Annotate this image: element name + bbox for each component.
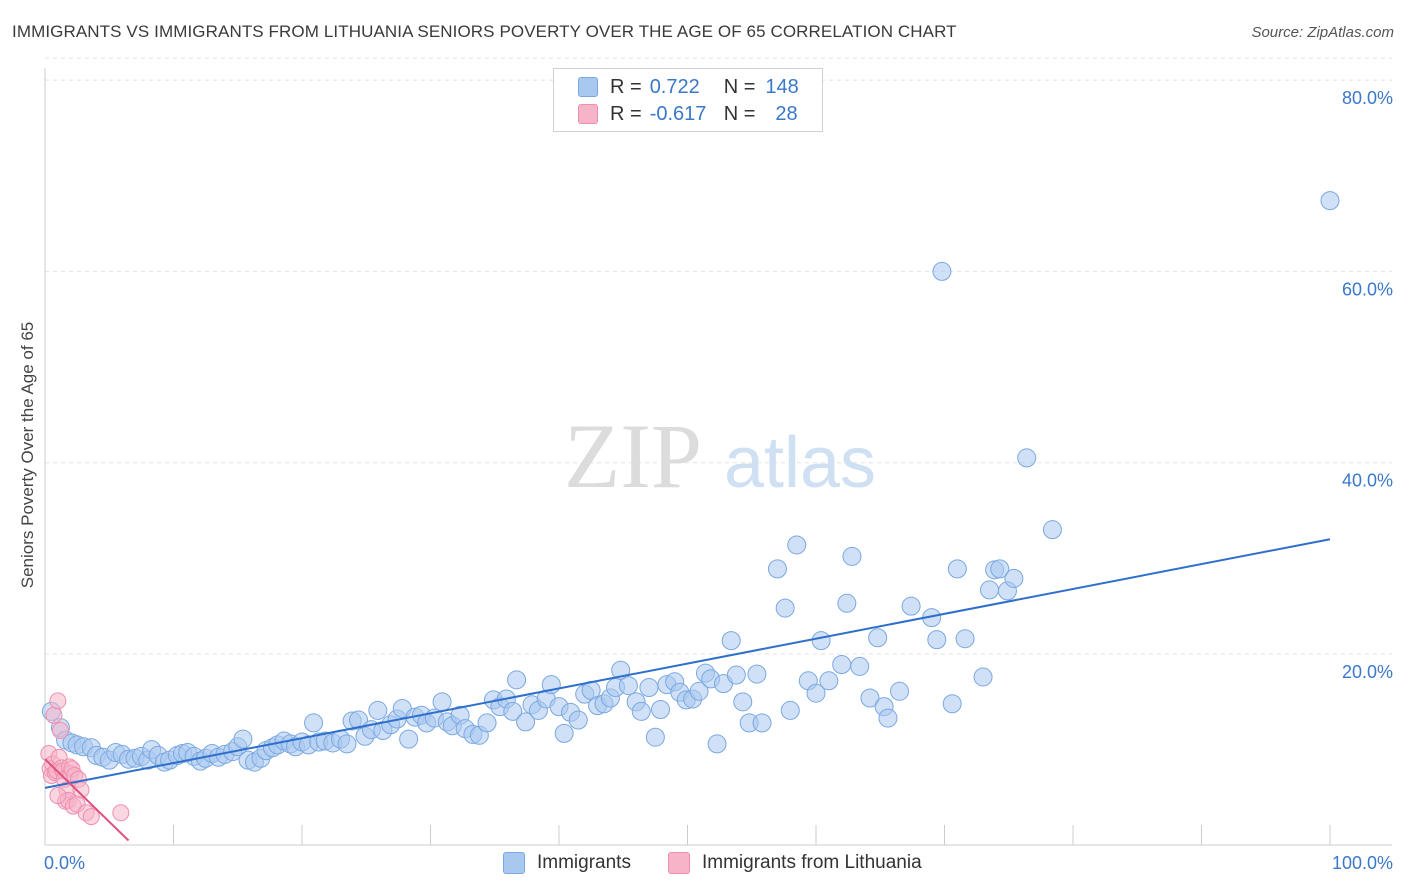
bottom-legend-label-immigrants: Immigrants — [537, 852, 631, 873]
point-immigrants — [554, 723, 574, 743]
point-immigrants — [1017, 448, 1037, 468]
legend-row-immigrants: R = 0.722 N = 148 — [578, 75, 799, 99]
point-immigrants — [747, 664, 767, 684]
point-lithuania — [49, 692, 67, 710]
point-immigrants — [990, 559, 1010, 579]
legend-swatch-lithuania — [578, 104, 598, 124]
legend-swatch-immigrants — [578, 77, 598, 97]
point-immigrants — [639, 677, 659, 697]
point-immigrants — [787, 535, 807, 555]
point-immigrants — [304, 713, 324, 733]
point-immigrants — [932, 261, 952, 281]
point-immigrants — [832, 655, 852, 675]
point-immigrants — [399, 729, 419, 749]
y-tick-label: 20.0% — [1342, 662, 1393, 682]
point-immigrants — [1004, 568, 1024, 588]
bottom-legend-swatch-immigrants — [503, 852, 525, 874]
watermark-atlas: atlas — [724, 423, 876, 503]
bottom-legend-swatch-lithuania — [668, 852, 690, 874]
legend-r-value: 0.722 — [649, 75, 700, 98]
point-immigrants — [947, 559, 967, 579]
point-immigrants — [775, 598, 795, 618]
point-lithuania — [49, 787, 67, 805]
point-immigrants — [842, 546, 862, 566]
point-immigrants — [645, 727, 665, 747]
bottom-legend-label-lithuania: Immigrants from Lithuania — [702, 852, 922, 873]
point-immigrants — [618, 676, 638, 696]
y-tick-label: 80.0% — [1342, 88, 1393, 108]
point-immigrants — [651, 699, 671, 719]
watermark-zip: ZIP — [564, 405, 702, 507]
tick-labels: 20.0% 40.0% 60.0% 80.0% 0.0% 100.0% — [44, 88, 1393, 873]
legend-r-label: R = — [610, 102, 642, 125]
point-immigrants — [811, 631, 831, 651]
point-immigrants — [1320, 191, 1340, 211]
chart-title: IMMIGRANTS VS IMMIGRANTS FROM LITHUANIA … — [12, 22, 957, 41]
bottom-legend-lithuania: Immigrants from Lithuania — [668, 852, 922, 874]
point-immigrants — [689, 681, 709, 701]
point-immigrants — [927, 630, 947, 650]
point-immigrants — [860, 688, 880, 708]
y-tick-label: 40.0% — [1342, 471, 1393, 491]
point-immigrants — [733, 692, 753, 712]
point-immigrants — [337, 734, 357, 754]
point-immigrants — [507, 670, 527, 690]
legend-r-value: -0.617 — [649, 102, 707, 125]
point-immigrants — [890, 681, 910, 701]
x-tick-label: 0.0% — [44, 853, 85, 873]
legend-row-lithuania: R = -0.617 N = 28 — [578, 102, 798, 126]
point-immigrants — [837, 593, 857, 613]
point-immigrants — [850, 656, 870, 676]
point-immigrants — [767, 559, 787, 579]
point-lithuania — [112, 804, 130, 822]
point-immigrants — [979, 580, 999, 600]
point-immigrants — [955, 629, 975, 649]
point-immigrants — [806, 683, 826, 703]
grid-lines — [45, 57, 1392, 655]
point-immigrants — [516, 712, 536, 732]
point-immigrants — [631, 701, 651, 721]
point-immigrants — [233, 729, 253, 749]
point-immigrants — [1042, 520, 1062, 540]
point-immigrants — [726, 665, 746, 685]
point-immigrants — [503, 701, 523, 721]
point-immigrants — [368, 700, 388, 720]
point-immigrants — [568, 710, 588, 730]
legend-r-label: R = — [610, 75, 642, 98]
trend-lines — [44, 538, 1331, 842]
point-lithuania — [82, 808, 100, 826]
watermark: ZIP atlas — [564, 405, 876, 507]
data-points — [40, 191, 1340, 826]
point-immigrants — [432, 692, 452, 712]
point-immigrants — [878, 708, 898, 728]
point-immigrants — [752, 713, 772, 733]
legend-n-value: 148 — [765, 75, 799, 98]
legend-n-value: 28 — [775, 102, 798, 125]
source-label: Source: ZipAtlas.com — [1251, 24, 1394, 41]
point-immigrants — [707, 734, 727, 754]
point-immigrants — [901, 596, 921, 616]
stats-legend: R = 0.722 N = 148 R = -0.617 N = 28 — [553, 68, 823, 132]
y-tick-label: 60.0% — [1342, 279, 1393, 299]
trend-line-lithuania — [44, 758, 130, 842]
bottom-legend-immigrants: Immigrants — [503, 852, 631, 874]
point-immigrants — [477, 713, 497, 733]
trend-line-immigrants — [44, 538, 1331, 789]
point-immigrants — [721, 631, 741, 651]
point-immigrants — [780, 700, 800, 720]
point-immigrants — [868, 628, 888, 648]
legend-n-label: N = — [723, 75, 756, 98]
point-immigrants — [819, 671, 839, 691]
x-tick-label: 100.0% — [1332, 853, 1393, 873]
point-immigrants — [942, 694, 962, 714]
point-lithuania — [51, 722, 69, 740]
legend-n-label: N = — [723, 102, 756, 125]
point-lithuania — [45, 706, 63, 724]
point-immigrants — [973, 667, 993, 687]
point-immigrants — [349, 710, 369, 730]
axes — [44, 68, 1392, 846]
